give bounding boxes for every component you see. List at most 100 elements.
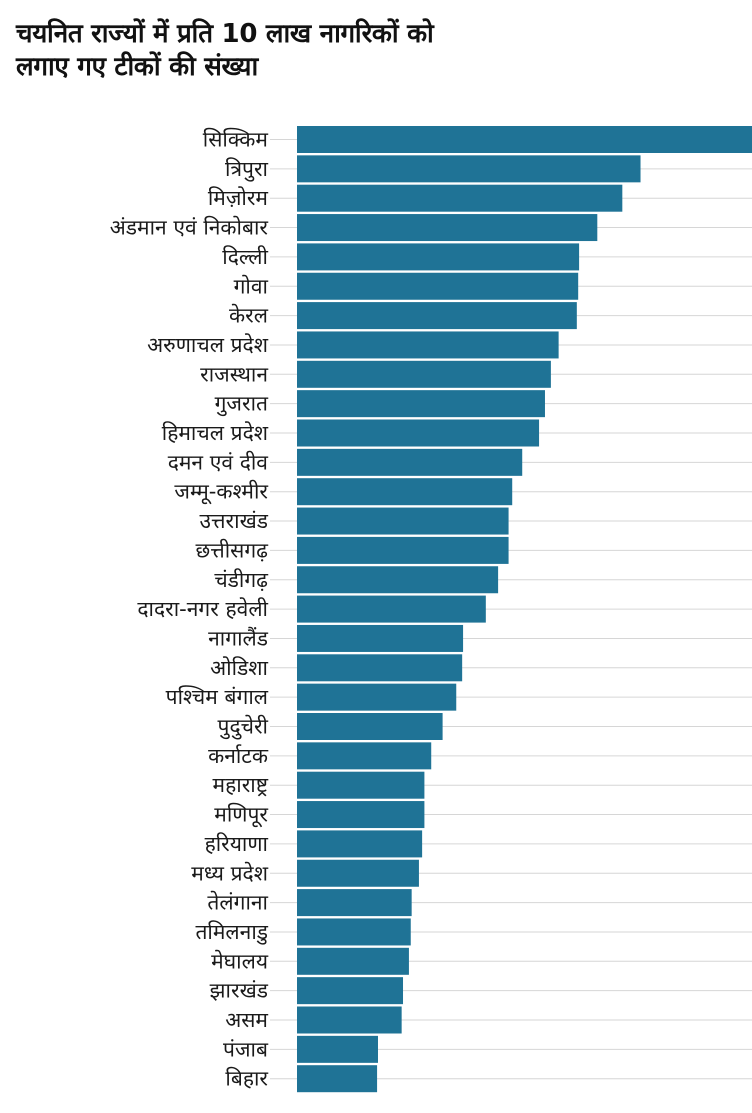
category-label: पश्चिम बंगाल [166, 685, 269, 709]
bar [297, 947, 409, 975]
category-label: त्रिपुरा [225, 157, 269, 182]
bar [297, 771, 425, 799]
bar [297, 713, 443, 740]
bar-row: मणिपूर [214, 801, 752, 829]
bar-row: त्रिपुरा [225, 155, 752, 183]
bar [297, 1065, 378, 1093]
bar-row: दमन एवं दीव [168, 448, 752, 476]
bar-row: मिज़ोरम [208, 184, 752, 212]
bar-row: पंजाब [223, 1035, 752, 1063]
category-label: हिमाचल प्रदेश [162, 421, 269, 445]
category-label: कर्नाटक [208, 744, 269, 768]
bar [297, 302, 577, 330]
category-label: महाराष्ट्र [213, 773, 269, 797]
category-label: केरल [229, 304, 269, 328]
bar-row: केरल [229, 302, 752, 330]
category-label: सिक्किम [203, 128, 269, 152]
category-label: हरियाणा [205, 832, 269, 856]
category-label: असम [225, 1008, 268, 1032]
chart-title-line-2: लगाए गए टीकों की संख्या [16, 52, 258, 82]
bar-row: मध्य प्रदेश [191, 859, 752, 887]
bar [297, 801, 425, 829]
category-label: तेलंगाना [207, 891, 268, 915]
bar-row: उत्तराखंड [200, 507, 752, 535]
bar [297, 184, 623, 212]
chart-title-line-1: चयनित राज्यों में प्रति 10 लाख नागरिकों … [16, 19, 434, 49]
bar-row: असम [225, 1006, 752, 1034]
bar [297, 859, 419, 887]
category-label: मेघालय [211, 949, 269, 973]
bar [297, 507, 509, 535]
bar [297, 272, 579, 300]
bar [297, 742, 432, 770]
bar [297, 889, 412, 917]
category-label: गुजरात [215, 392, 269, 417]
bar-row: ओडिशा [210, 654, 752, 682]
category-label: उत्तराखंड [200, 509, 269, 533]
chart-title: चयनित राज्यों में प्रति 10 लाख नागरिकों … [16, 18, 736, 84]
bar-row: जम्मू-कश्मीर [174, 478, 752, 506]
bar [297, 155, 641, 183]
bar-row: अंडमान एवं निकोबार [110, 214, 752, 242]
category-label: दमन एवं दीव [168, 450, 269, 474]
bar-row: नागालैंड [208, 624, 752, 652]
category-label: जम्मू-कश्मीर [174, 480, 268, 505]
bar [297, 1035, 378, 1063]
bar-row: हरियाणा [205, 830, 752, 858]
category-label: अरुणाचल प्रदेश [147, 333, 269, 357]
bar [297, 918, 411, 946]
bar [297, 595, 486, 623]
bar-row: पश्चिम बंगाल [166, 683, 752, 711]
category-label: बिहार [225, 1067, 268, 1091]
category-label: चंडीगढ़ [214, 568, 269, 592]
bar [297, 624, 464, 652]
bar-row: मेघालय [211, 947, 752, 975]
category-label: मध्य प्रदेश [191, 861, 268, 885]
bar-row: राजस्थान [200, 360, 752, 388]
category-label: छत्तीसगढ़ [195, 538, 269, 562]
bar-row: हिमाचल प्रदेश [162, 419, 752, 447]
category-label: अंडमान एवं निकोबार [110, 216, 269, 240]
bar-row: पुदुचेरी [218, 713, 752, 741]
bar-row: तमिलनाडु [195, 918, 752, 946]
category-label: तमिलनाडु [195, 920, 268, 945]
bar [297, 331, 559, 359]
bar-row: तेलंगाना [207, 889, 752, 917]
category-label: गोवा [234, 274, 269, 298]
bar-row: गोवा [234, 272, 752, 300]
category-label: दादरा-नगर हवेली [137, 597, 268, 621]
bar [297, 214, 598, 242]
category-label: मिज़ोरम [208, 186, 269, 210]
bar [297, 977, 404, 1005]
bar-row: गुजरात [215, 390, 752, 418]
bar-row: दादरा-नगर हवेली [137, 595, 752, 623]
category-label: पुदुचेरी [218, 715, 269, 741]
bar [297, 419, 540, 447]
bar [297, 654, 463, 682]
bar-row: अरुणाचल प्रदेश [147, 331, 752, 359]
bar-row: महाराष्ट्र [213, 771, 752, 799]
bar-row: छत्तीसगढ़ [195, 536, 752, 564]
bar-row: दिल्ली [222, 243, 752, 271]
category-label: ओडिशा [210, 656, 268, 680]
category-label: नागालैंड [208, 626, 269, 650]
bar [297, 566, 499, 594]
bar [297, 360, 551, 388]
bar-row: बिहार [225, 1065, 752, 1093]
bar [297, 448, 523, 476]
bar [297, 478, 513, 506]
bar [297, 536, 509, 564]
bar-row: कर्नाटक [208, 742, 752, 770]
bar [297, 243, 580, 271]
bar [297, 390, 545, 418]
bar-row: चंडीगढ़ [214, 566, 752, 594]
bar-row: सिक्किम [203, 126, 752, 153]
category-label: दिल्ली [222, 245, 268, 269]
bar [297, 126, 752, 153]
category-label: राजस्थान [200, 362, 268, 386]
bar [297, 1006, 402, 1034]
category-label: झारखंड [210, 979, 269, 1003]
category-label: मणिपूर [214, 803, 268, 828]
category-label: पंजाब [223, 1037, 269, 1061]
